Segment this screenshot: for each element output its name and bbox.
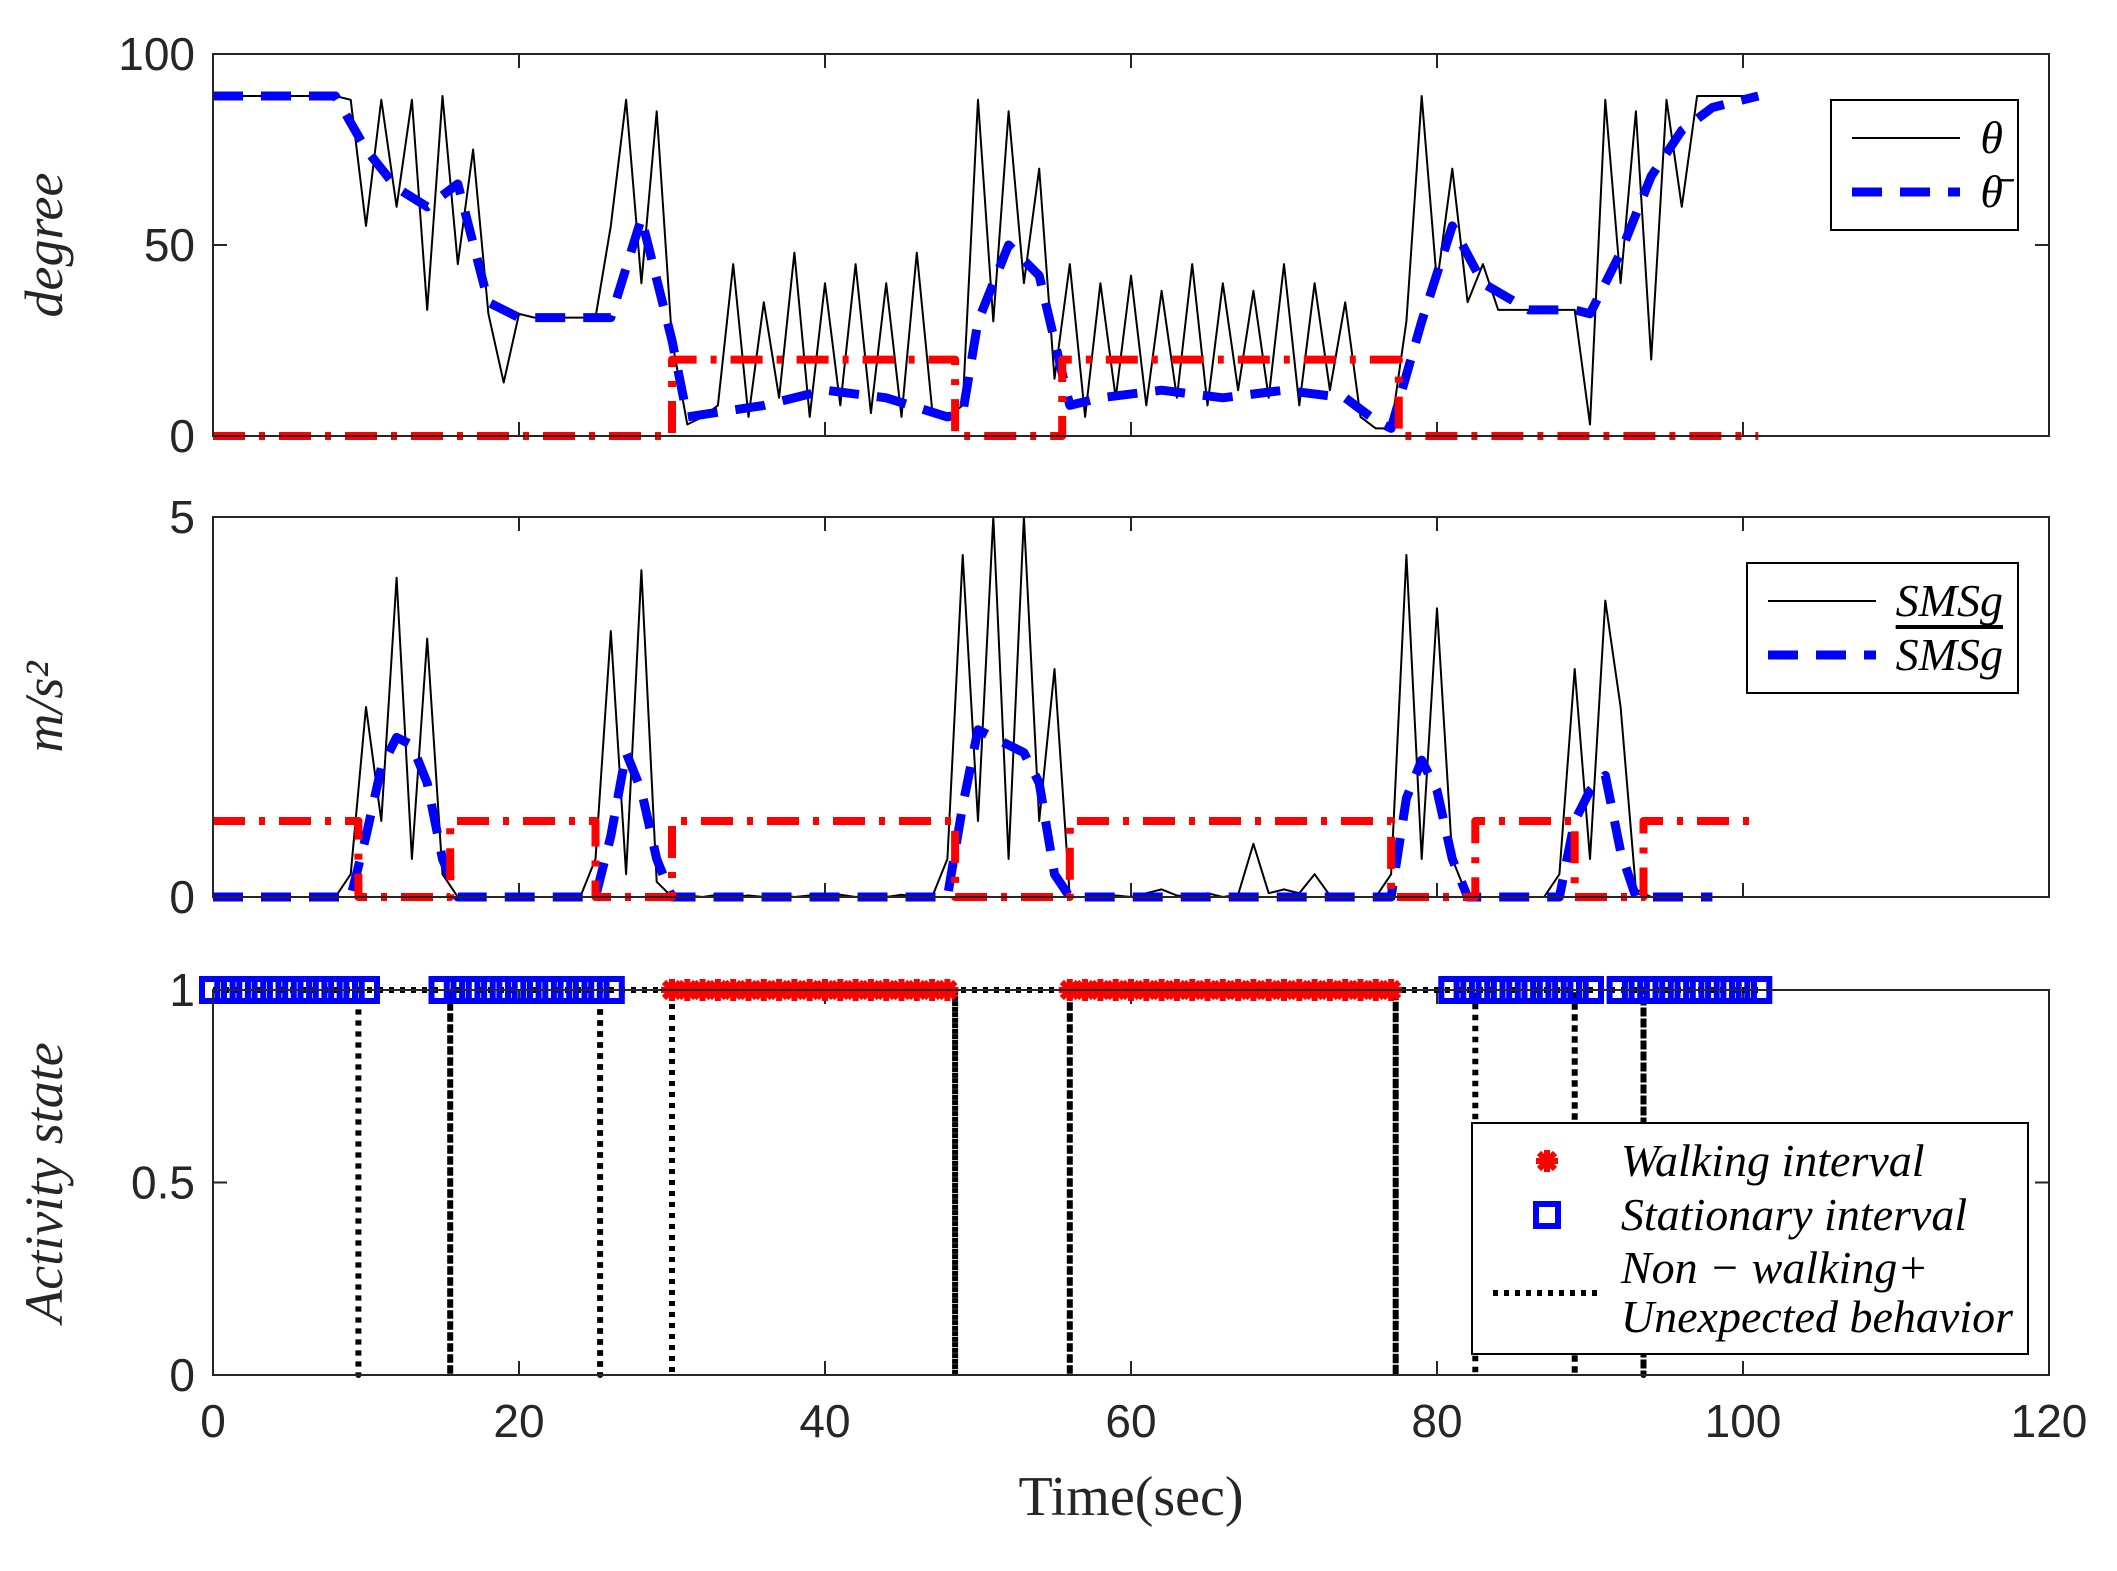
legend-item: Non − walking+ Unexpected behavior	[1487, 1244, 2013, 1341]
y-tick-label: 100	[118, 28, 195, 80]
plot-area	[213, 54, 2049, 436]
legend-label: Walking interval	[1620, 1135, 1925, 1187]
legend-swatch	[1767, 600, 1876, 602]
legend-swatch	[1532, 1201, 1561, 1230]
x-tick-label: 120	[2011, 1395, 2088, 1447]
x-tick-label: 100	[1705, 1395, 1782, 1447]
legend-item: SMSg	[1762, 576, 2003, 626]
y-tick-label: 5	[169, 491, 195, 543]
plot-area	[213, 517, 2049, 897]
series-line	[213, 987, 1759, 1378]
x-axis-label: Time(sec)	[1018, 1466, 1243, 1528]
legend-marker	[1535, 1150, 1558, 1173]
axes-box	[212, 989, 2050, 1376]
legend-item: SMSg	[1762, 630, 2003, 680]
series-line	[213, 91, 1760, 433]
legend-swatch	[1492, 1289, 1601, 1296]
legend-label: θ̄	[1980, 165, 2003, 217]
legend-swatch	[1852, 187, 1961, 197]
y-tick-label: 0	[169, 410, 195, 462]
x-tick-label: 80	[1411, 1395, 1462, 1447]
legend-swatch	[1535, 1150, 1558, 1173]
x-tick-label: 20	[493, 1395, 544, 1447]
y-tick-label: 50	[144, 219, 195, 271]
legend: Walking interval Stationary interval Non −…	[1470, 1122, 2029, 1355]
legend-label: SMSg	[1895, 628, 2003, 680]
legend: θ θ̄	[1830, 99, 2019, 231]
y-axis-label: degree	[14, 173, 74, 318]
y-axis-label: Activity state	[14, 1042, 74, 1325]
x-tick-label: 0	[200, 1395, 226, 1447]
legend-item: Walking interval	[1487, 1136, 2013, 1186]
legend-item: θ̄	[1846, 167, 2003, 217]
legend-swatch	[1767, 650, 1876, 660]
legend-marker	[1532, 1201, 1561, 1230]
legend-label: Stationary interval	[1620, 1189, 1968, 1241]
series-line	[213, 817, 1759, 901]
x-tick-label: 60	[1105, 1395, 1156, 1447]
y-tick-label: 1	[169, 964, 195, 1016]
legend-item: Stationary interval	[1487, 1190, 2013, 1240]
legend-label: θ	[1980, 111, 2003, 163]
y-tick-label: 0	[169, 871, 195, 923]
axes-box	[212, 516, 2050, 898]
legend-label: Non − walking+ Unexpected behavior	[1620, 1242, 2013, 1342]
x-tick-label: 40	[799, 1395, 850, 1447]
legend-label: SMSg	[1895, 574, 2003, 626]
legend-item: θ	[1846, 113, 2003, 163]
axes-box	[212, 53, 2050, 437]
y-tick-label: 0	[169, 1349, 195, 1401]
series-line	[213, 95, 1759, 430]
y-axis-label: m/s²	[14, 661, 74, 753]
y-tick-label: 0.5	[131, 1157, 195, 1209]
legend: SMSg SMSg	[1745, 562, 2019, 694]
legend-swatch	[1852, 137, 1961, 139]
